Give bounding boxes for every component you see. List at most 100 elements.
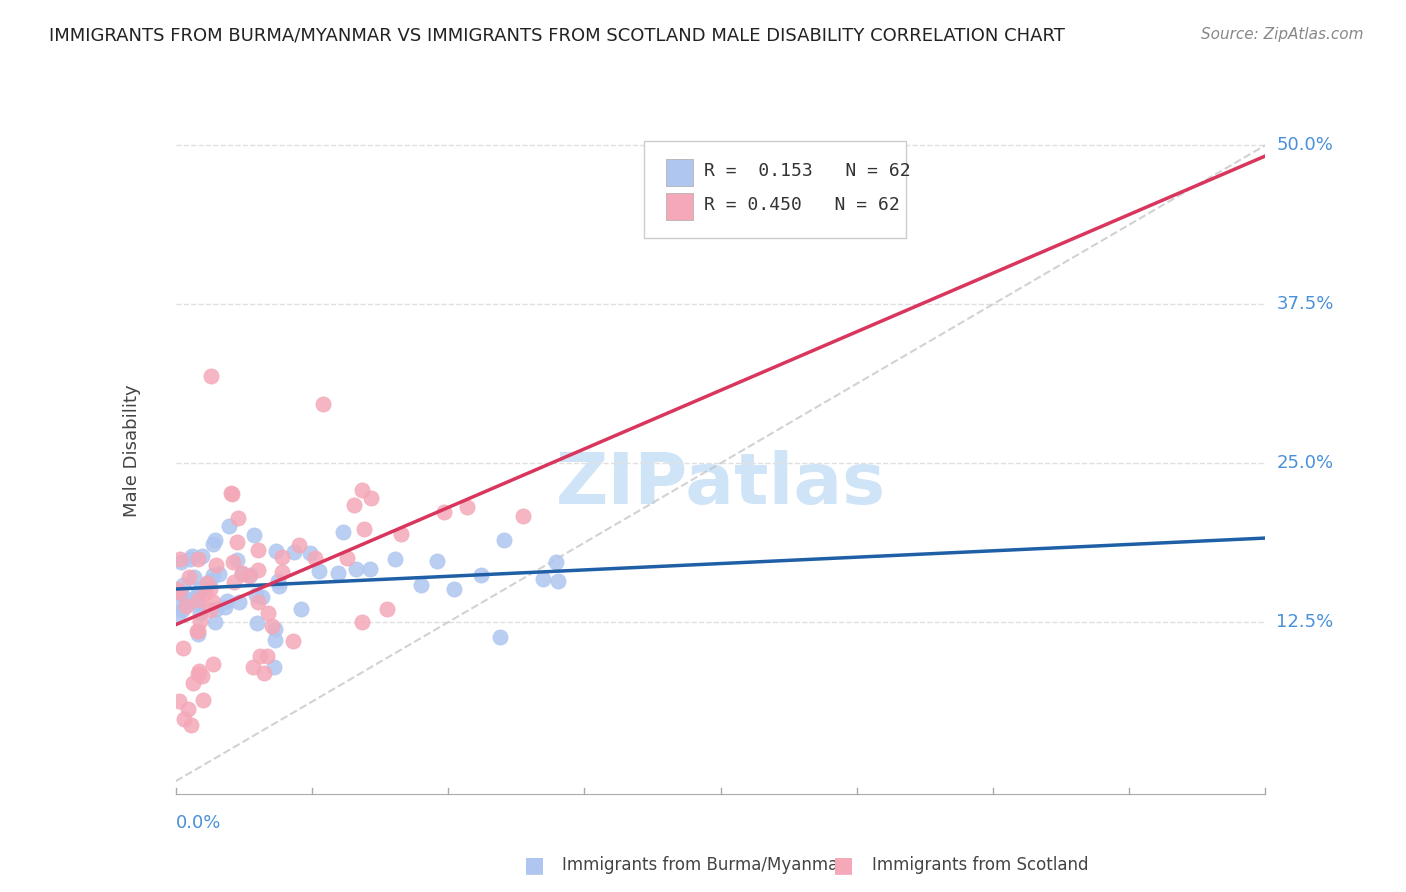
Text: 12.5%: 12.5% <box>1277 613 1333 632</box>
Point <box>170 586 193 600</box>
Point <box>304 551 326 566</box>
Point <box>200 574 222 589</box>
Point <box>187 624 209 638</box>
Point <box>238 568 260 582</box>
Point <box>350 615 373 630</box>
Point <box>173 641 195 656</box>
Point <box>246 563 269 577</box>
Point <box>228 594 250 608</box>
Point <box>191 692 214 706</box>
Point <box>288 538 311 552</box>
Point <box>271 565 294 579</box>
Point <box>384 552 406 566</box>
Point <box>375 602 398 616</box>
Point <box>470 567 492 582</box>
Point <box>250 590 273 604</box>
Point <box>167 584 190 599</box>
Point <box>197 577 219 591</box>
Point <box>221 487 243 501</box>
Point <box>174 599 197 614</box>
Point <box>328 566 350 580</box>
Point <box>246 595 269 609</box>
Point <box>198 603 221 617</box>
Point <box>226 534 249 549</box>
Point <box>187 596 209 610</box>
Text: R =  0.153   N = 62: R = 0.153 N = 62 <box>704 162 911 180</box>
Point <box>267 579 290 593</box>
Point <box>256 648 278 663</box>
Point <box>298 546 321 560</box>
Point <box>187 551 209 566</box>
Point <box>246 615 269 630</box>
Point <box>264 633 287 648</box>
Point <box>547 574 569 589</box>
Point <box>187 627 209 641</box>
Point <box>336 551 359 566</box>
Point <box>353 522 375 536</box>
Point <box>169 552 191 566</box>
Point <box>204 615 226 629</box>
Text: Source: ZipAtlas.com: Source: ZipAtlas.com <box>1201 27 1364 42</box>
Point <box>184 590 207 604</box>
Point <box>257 606 280 620</box>
Point <box>188 615 211 629</box>
Point <box>215 594 238 608</box>
Point <box>204 533 226 547</box>
Point <box>194 586 217 600</box>
Point <box>198 582 221 596</box>
Point <box>167 608 190 623</box>
Point <box>253 666 276 681</box>
Point <box>243 528 266 542</box>
Point <box>188 606 211 620</box>
FancyBboxPatch shape <box>666 159 693 186</box>
Point <box>166 582 188 596</box>
Point <box>177 702 200 716</box>
Point <box>181 675 204 690</box>
Point <box>172 603 194 617</box>
Point <box>214 599 236 614</box>
Point <box>343 498 366 512</box>
Point <box>228 511 250 525</box>
Point <box>201 657 224 671</box>
Point <box>239 567 262 582</box>
Text: ■: ■ <box>524 855 544 875</box>
Text: ZIPatlas: ZIPatlas <box>555 450 886 519</box>
Point <box>202 537 225 551</box>
Point <box>264 622 287 636</box>
Point <box>191 669 214 683</box>
Point <box>226 553 249 567</box>
Point <box>350 483 373 498</box>
Text: IMMIGRANTS FROM BURMA/MYANMAR VS IMMIGRANTS FROM SCOTLAND MALE DISABILITY CORREL: IMMIGRANTS FROM BURMA/MYANMAR VS IMMIGRA… <box>49 27 1066 45</box>
Text: 37.5%: 37.5% <box>1277 295 1334 313</box>
Point <box>283 545 305 559</box>
Point <box>456 500 478 514</box>
Point <box>187 592 209 607</box>
Text: Immigrants from Burma/Myanmar: Immigrants from Burma/Myanmar <box>562 856 845 874</box>
Point <box>186 624 208 638</box>
Point <box>183 593 205 607</box>
Point <box>245 588 267 602</box>
Text: 25.0%: 25.0% <box>1277 454 1333 472</box>
Point <box>426 553 449 567</box>
Point <box>443 582 465 597</box>
Point <box>433 505 456 519</box>
Point <box>190 549 212 564</box>
Point <box>179 551 201 566</box>
Point <box>181 549 204 563</box>
Text: R = 0.450   N = 62: R = 0.450 N = 62 <box>704 196 900 214</box>
Text: Immigrants from Scotland: Immigrants from Scotland <box>872 856 1088 874</box>
Point <box>219 485 242 500</box>
FancyBboxPatch shape <box>666 193 693 220</box>
Point <box>222 556 245 570</box>
Point <box>266 574 288 589</box>
Point <box>202 595 225 609</box>
Point <box>224 574 246 589</box>
Point <box>270 550 292 565</box>
Point <box>512 508 534 523</box>
Point <box>195 575 218 590</box>
Point <box>281 634 304 648</box>
Point <box>172 578 194 592</box>
Point <box>308 564 330 578</box>
FancyBboxPatch shape <box>644 141 905 237</box>
Text: ■: ■ <box>834 855 853 875</box>
